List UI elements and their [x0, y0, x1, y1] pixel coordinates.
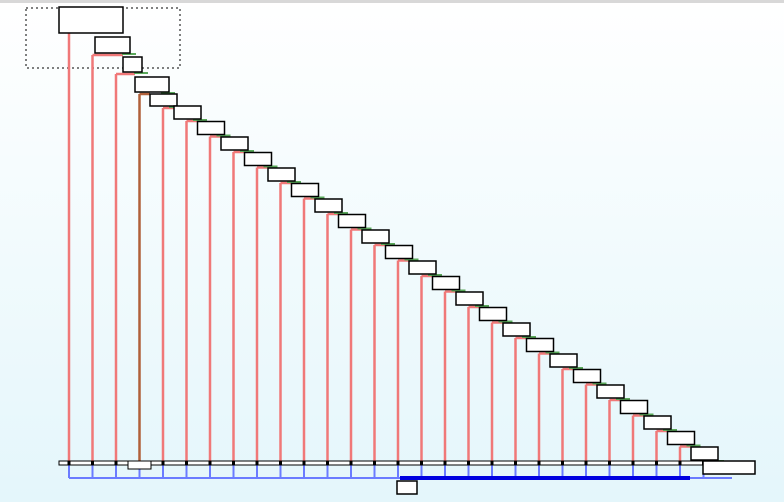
tick	[608, 461, 611, 465]
node	[619, 399, 649, 415]
tick	[373, 461, 376, 465]
node	[690, 446, 719, 461]
node	[361, 229, 390, 244]
tick	[443, 461, 447, 465]
node	[596, 384, 625, 399]
baseline	[58, 460, 720, 466]
node	[243, 151, 273, 167]
tick	[255, 461, 259, 465]
tick	[490, 461, 494, 465]
node	[643, 415, 672, 430]
tick	[678, 461, 682, 465]
tick	[302, 461, 306, 465]
tick	[396, 461, 400, 465]
tick	[185, 461, 188, 465]
node	[122, 56, 143, 73]
node	[502, 322, 531, 337]
tick	[114, 461, 118, 465]
tick	[561, 461, 564, 465]
tick	[91, 461, 94, 465]
node	[396, 480, 418, 495]
node	[149, 93, 178, 107]
tick	[161, 461, 165, 465]
tick	[232, 461, 235, 465]
node	[134, 76, 170, 93]
node	[702, 460, 756, 475]
tick	[349, 461, 353, 465]
node	[94, 36, 131, 54]
tick	[326, 461, 329, 465]
tick	[514, 461, 517, 465]
tick	[208, 461, 212, 465]
node	[408, 260, 437, 275]
node	[525, 337, 555, 353]
node	[127, 460, 152, 470]
tick	[467, 461, 470, 465]
node	[478, 306, 508, 322]
node	[549, 353, 578, 368]
tick	[631, 461, 635, 465]
tick	[537, 461, 541, 465]
node	[220, 136, 249, 151]
node	[431, 275, 461, 291]
node	[290, 182, 320, 198]
node	[173, 105, 202, 120]
node	[58, 6, 124, 34]
tick	[584, 461, 588, 465]
tick	[67, 461, 71, 465]
tick	[279, 461, 282, 465]
node	[384, 244, 414, 260]
node	[337, 213, 367, 229]
node	[455, 291, 484, 306]
node	[666, 430, 696, 446]
tick	[655, 461, 658, 465]
node	[267, 167, 296, 182]
tick	[420, 461, 423, 465]
node	[314, 198, 343, 213]
node	[196, 120, 226, 136]
top-bar	[0, 0, 784, 3]
node	[572, 368, 602, 384]
